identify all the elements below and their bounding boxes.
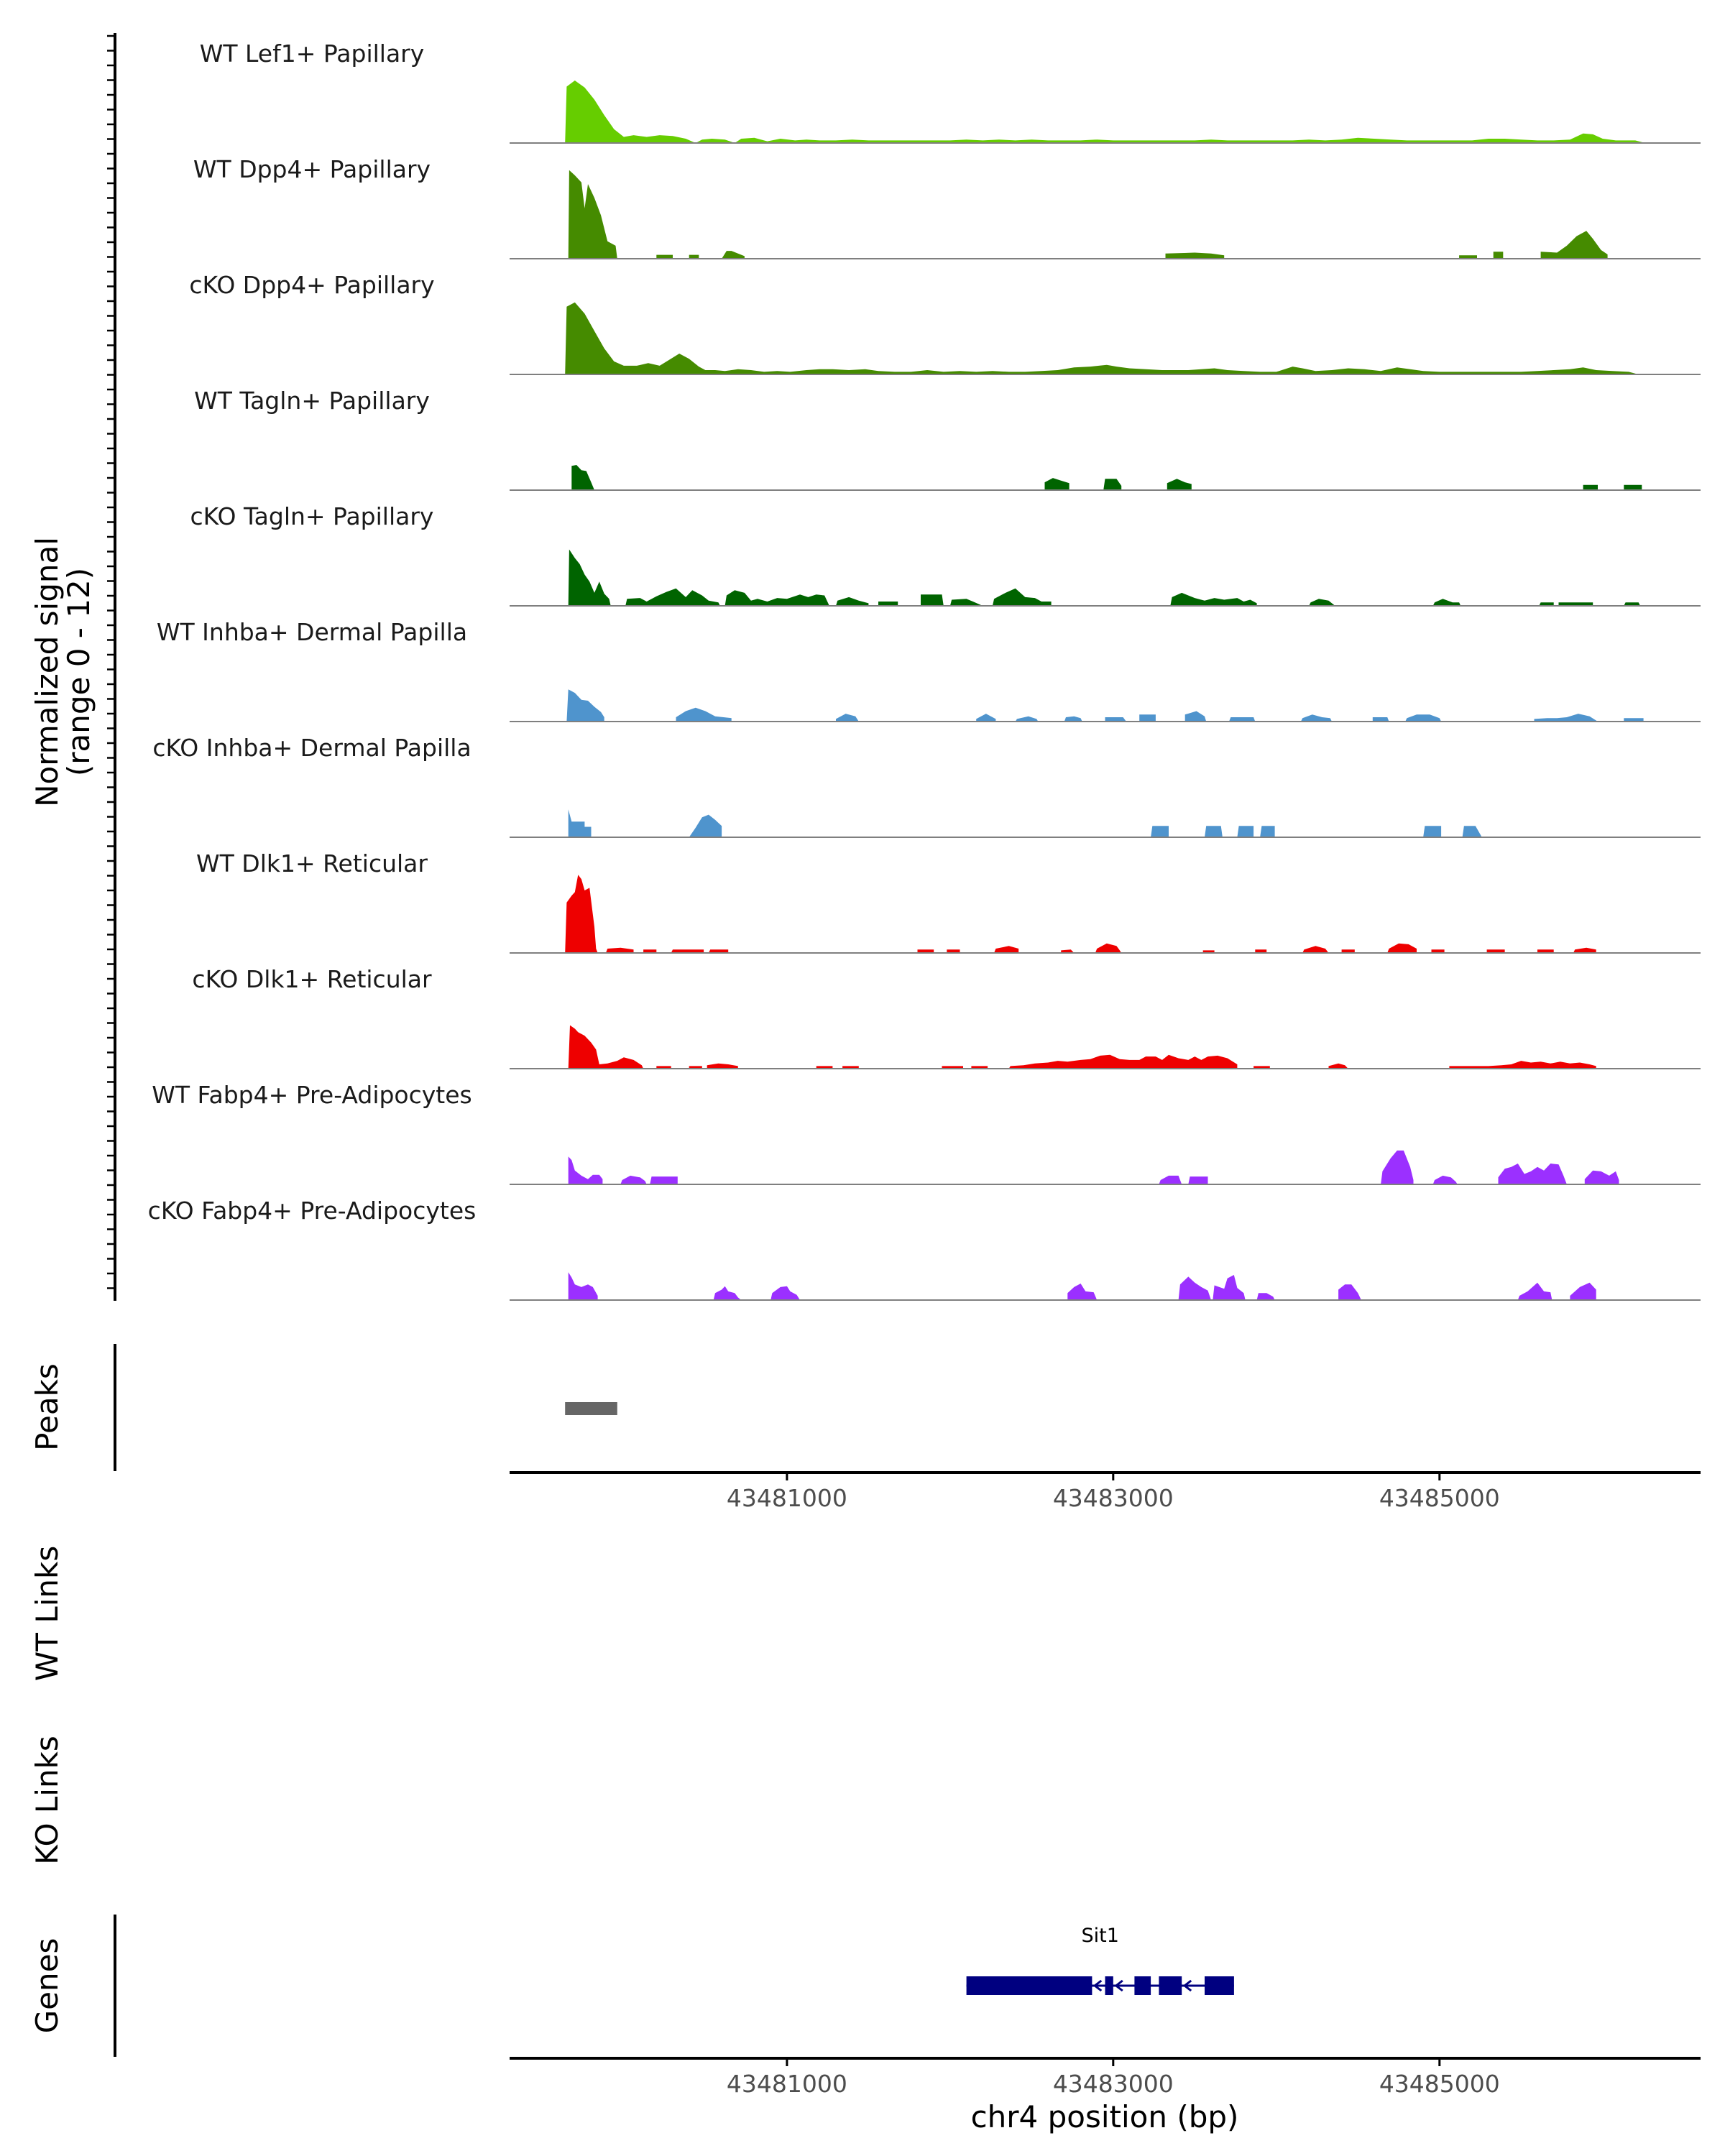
- x-axis-top-tick-label: 43483000: [1053, 1484, 1174, 1512]
- peaks-panel: Peaks: [29, 1344, 617, 1471]
- track-signal-area: [568, 549, 1641, 606]
- track-2: WT Dpp4+ Papillary: [193, 155, 1701, 259]
- x-axis-title: chr4 position (bp): [971, 2099, 1239, 2134]
- x-axis-top: 43481000 43483000 43485000: [510, 1471, 1701, 1512]
- track-4: WT Tagln+ Papillary: [194, 387, 1701, 491]
- gene-name-label: Sit1: [1081, 1925, 1118, 1947]
- gene-exon: [1105, 1976, 1113, 1995]
- peaks-label: Peaks: [29, 1363, 65, 1451]
- track-label: cKO Fabp4+ Pre-Adipocytes: [148, 1197, 477, 1225]
- gene-exon: [1134, 1976, 1151, 1995]
- track-signal-area: [565, 80, 1645, 143]
- track-signal-area: [571, 465, 1642, 490]
- gene-exon: [1159, 1976, 1182, 1995]
- x-axis-top-tick-label: 43485000: [1379, 1484, 1500, 1512]
- track-1: WT Lef1+ Papillary: [200, 40, 1701, 144]
- ko-links-label: KO Links: [29, 1736, 65, 1865]
- strand-arrow: [1114, 1979, 1123, 1992]
- track-label: cKO Tagln+ Papillary: [190, 502, 434, 530]
- strand-arrow: [1092, 1979, 1103, 1992]
- wt-links-panel: WT Links: [29, 1546, 65, 1681]
- track-7: cKO Inhba+ Dermal Papilla: [152, 734, 1701, 838]
- strand-arrow: [1182, 1979, 1192, 1992]
- gene-models: Sit1: [966, 1925, 1234, 1995]
- track-11: cKO Fabp4+ Pre-Adipocytes: [148, 1197, 1701, 1301]
- track-10: WT Fabp4+ Pre-Adipocytes: [152, 1081, 1701, 1185]
- track-label: WT Dpp4+ Papillary: [193, 155, 431, 183]
- track-8: WT Dlk1+ Reticular: [196, 849, 1701, 954]
- track-signal-area: [565, 302, 1639, 374]
- track-label: WT Dlk1+ Reticular: [196, 849, 428, 877]
- x-axis-bottom-tick-label: 43485000: [1379, 2070, 1500, 2098]
- track-signal-area: [565, 875, 1596, 953]
- gene-exon: [966, 1976, 1092, 1995]
- track-label: cKO Inhba+ Dermal Papilla: [152, 734, 471, 762]
- track-9: cKO Dlk1+ Reticular: [192, 965, 1701, 1069]
- ko-links-panel: KO Links: [29, 1736, 65, 1865]
- peak-regions: [565, 1402, 617, 1415]
- track-signal-area: [568, 809, 1482, 837]
- track-signal-area: [568, 1150, 1619, 1184]
- peak-region: [565, 1402, 617, 1415]
- track-3: cKO Dpp4+ Papillary: [189, 271, 1701, 375]
- x-axis-bottom: 43481000 43483000 43485000: [510, 2057, 1701, 2098]
- coverage-tracks: WT Lef1+ Papillary WT Dpp4+ Papillary cKO …: [148, 40, 1701, 1301]
- signal-ylabel-line2: (range 0 - 12): [61, 568, 96, 776]
- x-axis-bottom-tick-label: 43481000: [727, 2070, 847, 2098]
- track-label: WT Inhba+ Dermal Papilla: [157, 618, 467, 646]
- track-label: WT Lef1+ Papillary: [200, 40, 425, 68]
- track-signal-area: [568, 1025, 1596, 1069]
- signal-y-ticks: [107, 34, 115, 1289]
- track-label: cKO Dpp4+ Papillary: [189, 271, 434, 299]
- wt-links-label: WT Links: [29, 1546, 65, 1681]
- gene-exon: [1205, 1976, 1234, 1995]
- track-5: cKO Tagln+ Papillary: [190, 502, 1701, 607]
- x-axis-top-tick-label: 43481000: [727, 1484, 847, 1512]
- track-signal-area: [568, 170, 1608, 259]
- track-label: cKO Dlk1+ Reticular: [192, 965, 432, 993]
- track-label: WT Fabp4+ Pre-Adipocytes: [152, 1081, 472, 1109]
- x-axis-bottom-tick-label: 43483000: [1053, 2070, 1174, 2098]
- track-signal-area: [568, 1272, 1596, 1300]
- genes-label: Genes: [29, 1938, 65, 2034]
- track-label: WT Tagln+ Papillary: [194, 387, 430, 415]
- signal-ylabel-line1: Normalized signal: [29, 537, 65, 807]
- gene-model: Sit1: [966, 1925, 1234, 1995]
- genes-panel: Genes Sit1: [29, 1915, 1234, 2057]
- signal-y-axis: Normalized signal (range 0 - 12): [29, 33, 116, 1301]
- track-6: WT Inhba+ Dermal Papilla: [157, 618, 1701, 722]
- track-signal-area: [566, 689, 1644, 722]
